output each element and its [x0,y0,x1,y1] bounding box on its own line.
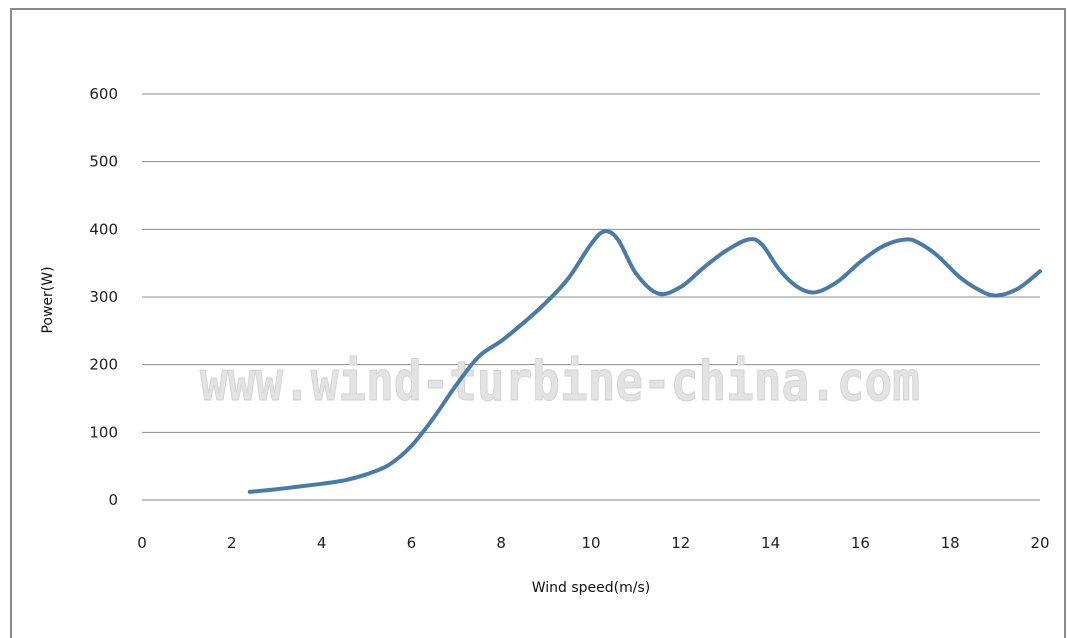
y-axis-title: Power(W) [40,266,56,333]
x-axis-title: Wind speed(m/s) [532,580,651,596]
x-tick-label: 14 [761,534,780,552]
y-tick-label: 500 [89,153,118,171]
x-tick-label: 0 [137,534,147,552]
y-tick-label: 0 [108,491,118,509]
x-tick-label: 4 [317,534,327,552]
y-tick-label: 400 [89,220,118,238]
x-tick-label: 16 [851,534,870,552]
x-tick-label: 6 [407,534,417,552]
x-tick-label: 2 [227,534,237,552]
x-tick-label: 10 [581,534,600,552]
x-tick-labels: 0 2 4 6 8 10 12 14 16 18 20 [137,534,1049,552]
y-tick-labels: 0 100 200 300 400 500 600 [89,85,118,509]
chart-frame [10,8,1066,638]
power-series-line [247,229,1042,494]
y-tick-label: 200 [89,356,118,374]
y-tick-label: 600 [89,85,118,103]
x-tick-label: 18 [941,534,960,552]
x-tick-label: 20 [1030,534,1049,552]
gridlines [142,93,1040,501]
x-tick-label: 12 [671,534,690,552]
watermark-text: www.wind-turbine-china.com [200,350,920,413]
y-tick-label: 300 [89,288,118,306]
x-tick-label: 8 [496,534,506,552]
y-tick-label: 100 [89,423,118,441]
